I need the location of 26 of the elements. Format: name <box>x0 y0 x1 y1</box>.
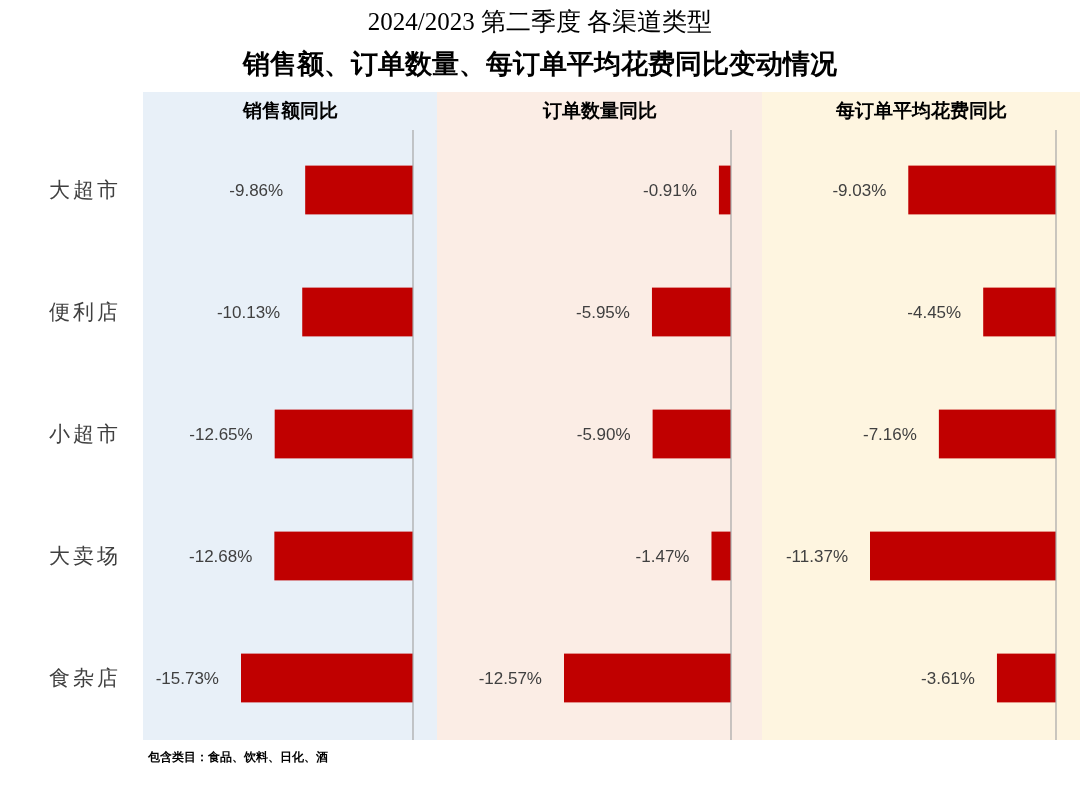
data-label: -11.37% <box>785 546 848 566</box>
data-label: -12.57% <box>478 668 542 688</box>
data-label: -5.90% <box>576 424 631 444</box>
data-label: -9.03% <box>832 180 887 200</box>
y-tick-label: 大卖场 <box>49 544 121 569</box>
y-tick-label: 食杂店 <box>49 666 121 691</box>
chart-title: 销售额同比 <box>241 100 338 121</box>
y-tick-label: 便利店 <box>49 300 121 325</box>
data-label: -5.95% <box>576 302 630 322</box>
data-label: -15.73% <box>155 668 219 688</box>
y-tick-label: 大超市 <box>49 178 121 203</box>
text: 2024/2023 第二季度 各渠道类型 <box>367 8 713 35</box>
data-label: -9.86% <box>229 180 284 200</box>
text: 包含类目：食品、饮料、日化、酒 <box>147 750 328 764</box>
data-label: -4.45% <box>907 302 962 322</box>
y-tick-label: 小超市 <box>49 422 121 447</box>
chart-title: 每订单平均花费同比 <box>834 100 1007 121</box>
data-label: -7.16% <box>863 424 917 444</box>
text: 销售额、订单数量、每订单平均花费同比变动情况 <box>242 49 838 79</box>
data-label: -0.91% <box>643 180 697 200</box>
data-label: -3.61% <box>921 668 975 688</box>
data-label: -12.65% <box>189 424 253 444</box>
data-label: -10.13% <box>216 302 281 322</box>
data-label: -1.47% <box>635 546 690 566</box>
data-label: -12.68% <box>189 546 253 566</box>
chart-title: 订单数量同比 <box>541 100 657 121</box>
